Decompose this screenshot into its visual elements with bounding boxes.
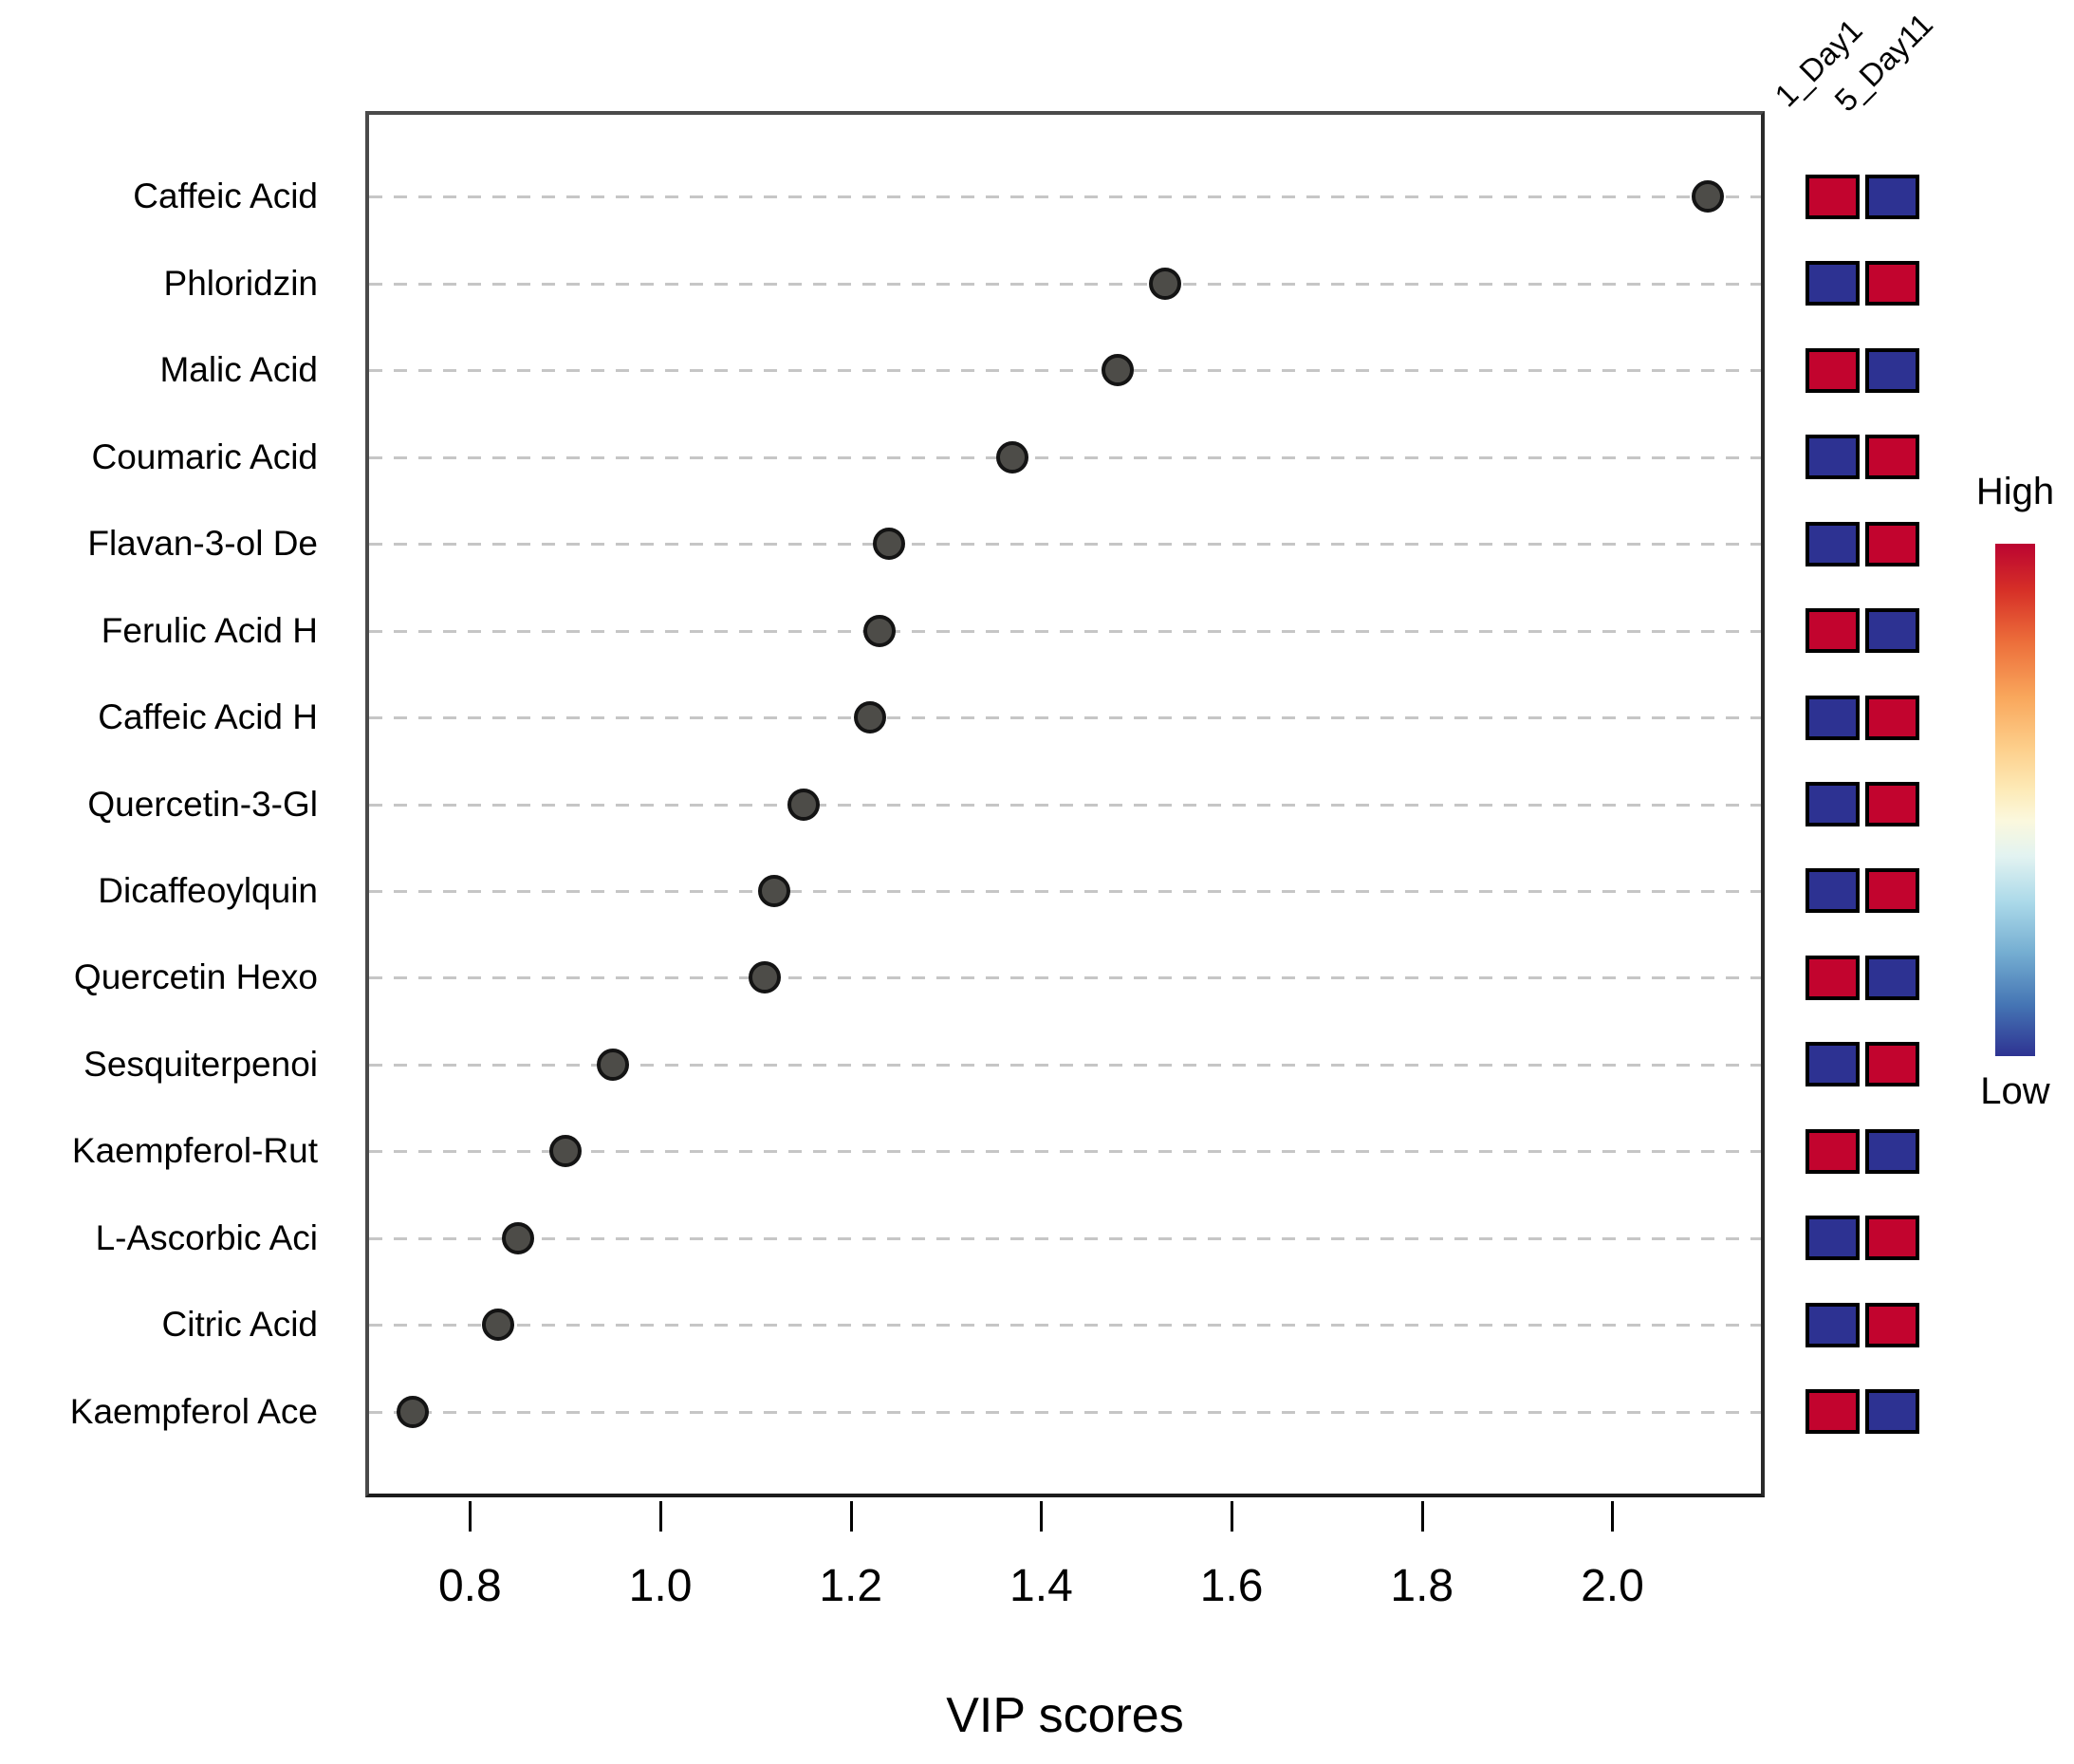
row-label: Malic Acid (159, 350, 318, 390)
vip-dot (1691, 180, 1724, 214)
heatmap-cell-low (1865, 174, 1919, 219)
vip-dot (862, 614, 896, 647)
vip-dot (996, 440, 1029, 473)
row-label: Caffeic Acid H (98, 697, 318, 737)
row-grid-line (369, 629, 1761, 633)
heatmap-cell-low (1805, 521, 1860, 566)
x-axis-tick (1231, 1501, 1234, 1532)
x-axis-tick-label: 1.4 (1009, 1561, 1073, 1611)
row-label: Citric Acid (161, 1305, 318, 1345)
heatmap-cell-low (1805, 435, 1860, 480)
row-label: Coumaric Acid (91, 436, 318, 476)
heatmap-cell-high (1805, 1128, 1860, 1174)
vip-dot (1148, 267, 1181, 300)
vip-dot (749, 961, 782, 994)
colorbar-gradient (1995, 544, 2035, 1056)
row-grid-line (369, 803, 1761, 807)
heatmap-cell-low (1805, 868, 1860, 914)
vip-dot (787, 788, 820, 821)
x-axis-tick-label: 0.8 (437, 1561, 502, 1611)
row-grid-line (369, 889, 1761, 893)
row-grid-line (369, 1410, 1761, 1414)
vip-dot (548, 1135, 582, 1168)
heatmap-cell-low (1805, 1302, 1860, 1347)
heatmap-cell-high (1865, 1302, 1919, 1347)
row-grid-line (369, 543, 1761, 547)
heatmap-cell-high (1805, 955, 1860, 1000)
row-label: Flavan-3-ol De (87, 524, 318, 564)
heatmap-cell-low (1865, 608, 1919, 654)
row-label: Quercetin Hexo (73, 957, 318, 997)
heatmap-cell-high (1805, 347, 1860, 393)
x-axis-tick-label: 1.6 (1199, 1561, 1264, 1611)
heatmap-cell-low (1805, 1042, 1860, 1087)
heatmap-cell-low (1805, 261, 1860, 306)
row-label: Phloridzin (163, 263, 318, 303)
heatmap-cell-low (1805, 782, 1860, 826)
heatmap-cell-high (1865, 261, 1919, 306)
heatmap-cell-high (1805, 1389, 1860, 1435)
row-label: Sesquiterpenoi (83, 1044, 318, 1084)
row-grid-line (369, 369, 1761, 373)
heatmap-cell-low (1805, 695, 1860, 740)
x-axis-tick (1420, 1501, 1424, 1532)
x-axis-tick-label: 1.2 (819, 1561, 883, 1611)
row-grid-line (369, 1063, 1761, 1067)
heatmap-cell-high (1865, 435, 1919, 480)
row-grid-line (369, 455, 1761, 459)
x-axis-tick (849, 1501, 853, 1532)
row-grid-line (369, 716, 1761, 720)
row-grid-line (369, 195, 1761, 199)
row-label: L-Ascorbic Aci (95, 1217, 318, 1257)
row-grid-line (369, 1324, 1761, 1328)
heatmap-cell-high (1865, 868, 1919, 914)
row-label: Kaempferol Ace (69, 1391, 318, 1431)
vip-dot (596, 1048, 629, 1081)
row-grid-line (369, 1150, 1761, 1154)
row-label: Caffeic Acid (133, 176, 318, 216)
vip-dot (397, 1395, 430, 1428)
x-axis-tick (469, 1501, 472, 1532)
heatmap-cell-high (1865, 1216, 1919, 1261)
row-label: Dicaffeoylquin (98, 870, 318, 910)
vip-dot (482, 1309, 515, 1342)
row-label: Quercetin-3-Gl (87, 784, 318, 824)
heatmap-cell-low (1865, 955, 1919, 1000)
heatmap-cell-low (1865, 1128, 1919, 1174)
x-axis-tick (659, 1501, 663, 1532)
row-grid-line (369, 976, 1761, 980)
colorbar-low-label: Low (1980, 1070, 2050, 1112)
x-axis-tick (1040, 1501, 1044, 1532)
vip-dot (872, 528, 905, 561)
heatmap-cell-high (1805, 174, 1860, 219)
x-axis-tick (1611, 1501, 1615, 1532)
colorbar-high-label: High (1975, 471, 2055, 512)
x-axis-title: VIP scores (946, 1688, 1184, 1743)
x-axis-tick-label: 1.0 (628, 1561, 693, 1611)
heatmap-cell-high (1865, 782, 1919, 826)
heatmap-cell-low (1865, 1389, 1919, 1435)
vip-dot (501, 1221, 534, 1254)
heatmap-cell-high (1865, 1042, 1919, 1087)
row-label: Ferulic Acid H (101, 610, 318, 650)
x-axis-tick-label: 2.0 (1581, 1561, 1644, 1611)
vip-dot (758, 874, 791, 907)
vip-dot (853, 701, 886, 734)
row-label: Kaempferol-Rut (71, 1131, 318, 1171)
heatmap-cell-high (1865, 695, 1919, 740)
heatmap-cell-high (1805, 608, 1860, 654)
row-grid-line (369, 1236, 1761, 1240)
x-axis-tick-label: 1.8 (1390, 1561, 1454, 1611)
heatmap-cell-low (1805, 1216, 1860, 1261)
heatmap-cell-high (1865, 521, 1919, 566)
heatmap-cell-low (1865, 347, 1919, 393)
vip-dot (1101, 354, 1134, 387)
row-grid-line (369, 282, 1761, 286)
